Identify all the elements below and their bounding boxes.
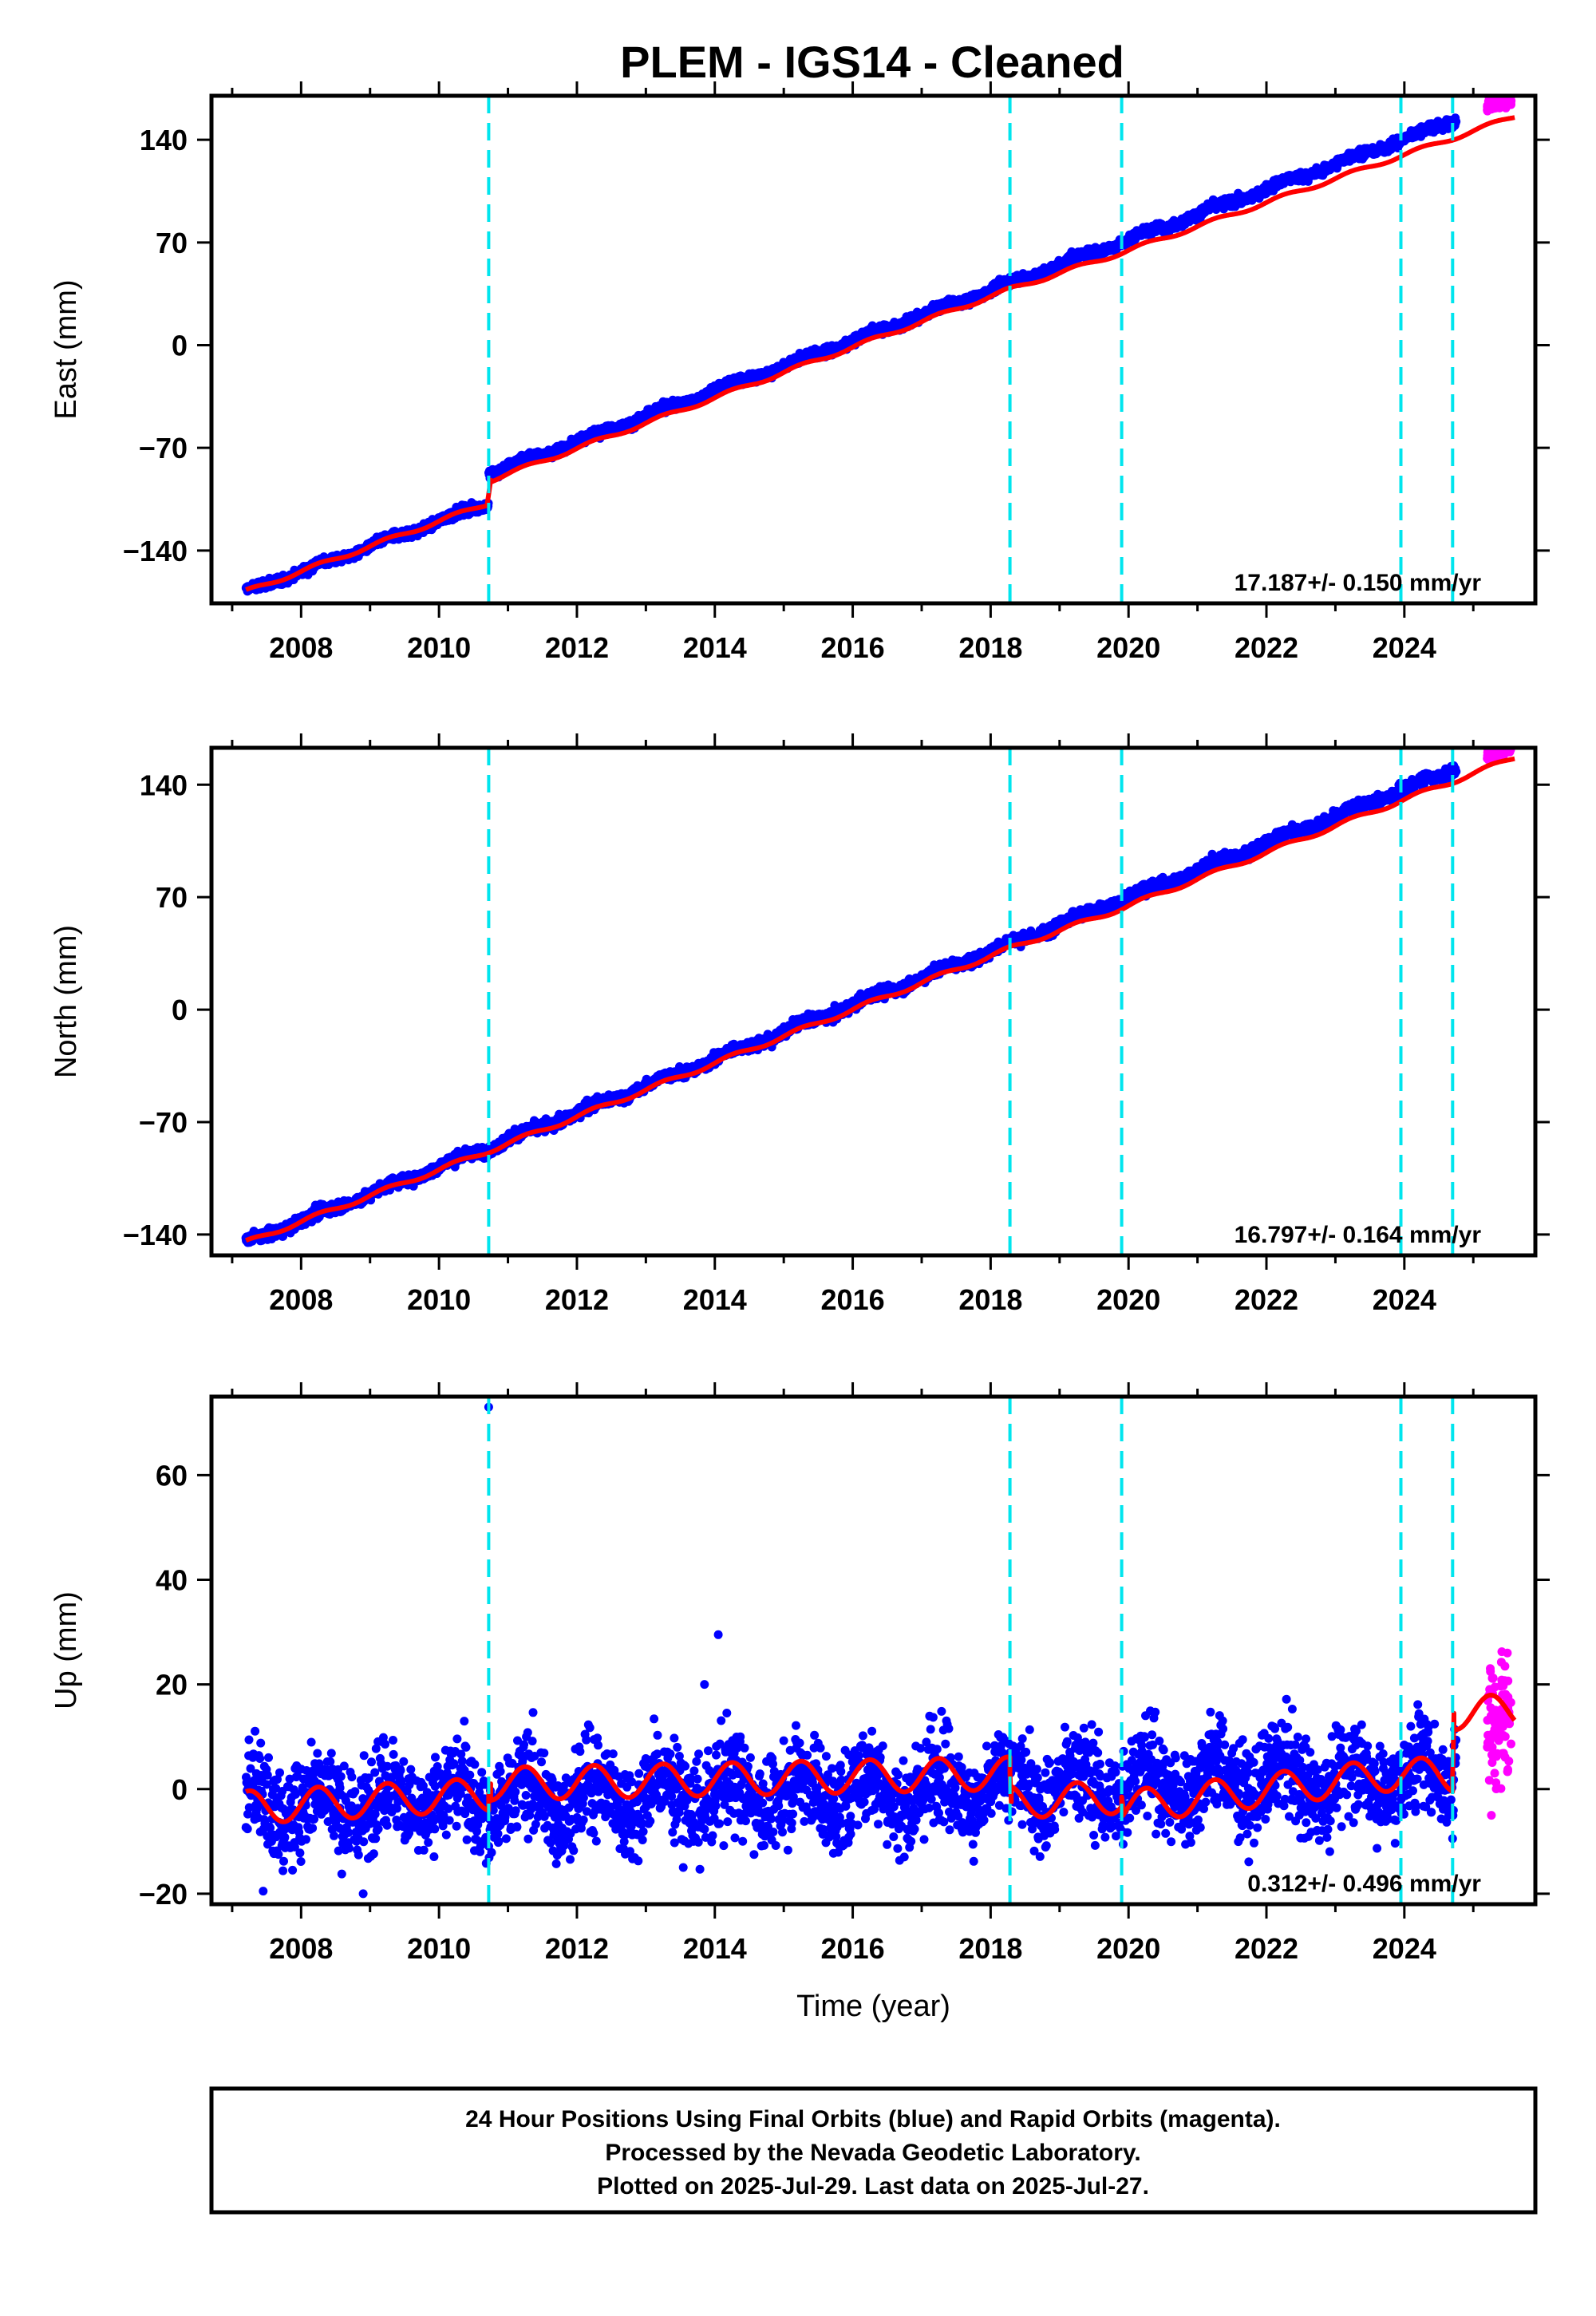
east-panel: 2008 2010 2012 2014 2016 2018 2020 2022 2024 −140…	[49, 81, 1550, 664]
east-y-axis-label: East (mm)	[49, 279, 83, 419]
east-velocity-label: 17.187+/- 0.150 mm/yr	[1235, 570, 1482, 596]
y-tick-label: 0	[172, 329, 188, 362]
rapid-orbit-point	[1504, 96, 1514, 105]
y-tick-label: −70	[139, 432, 188, 464]
x-tick-label: 2016	[821, 631, 885, 664]
east-axes-frame	[209, 93, 1538, 606]
x-tick-label: 2008	[269, 631, 333, 664]
y-tick-label: 140	[140, 124, 188, 156]
east-plot-area	[241, 96, 1516, 596]
x-tick-label: 2014	[683, 631, 747, 664]
x-tick-label: 2012	[545, 631, 609, 664]
x-tick-label: 2010	[407, 631, 471, 664]
north-plot-area	[241, 748, 1516, 1247]
x-tick-label: 2022	[1235, 631, 1298, 664]
east-model-line	[244, 115, 1516, 592]
x-tick-label: 2020	[1096, 631, 1160, 664]
rapid-orbit-point	[1492, 96, 1502, 105]
y-tick-label: −140	[123, 535, 188, 567]
figure-title: PLEM - IGS14 - Cleaned	[620, 37, 1124, 87]
east-final-orbit-points	[241, 113, 1461, 596]
x-tick-label: 2018	[958, 631, 1022, 664]
east-rapid-orbit-points	[1483, 96, 1516, 116]
north-final-orbit-points	[241, 761, 1461, 1247]
north-panel: 2008 2010 2012 2014 2016 2018 2020 2022 2024−140…	[49, 733, 1550, 1316]
x-tick-label: 2024	[1373, 631, 1436, 664]
y-tick-label: 70	[156, 227, 188, 259]
